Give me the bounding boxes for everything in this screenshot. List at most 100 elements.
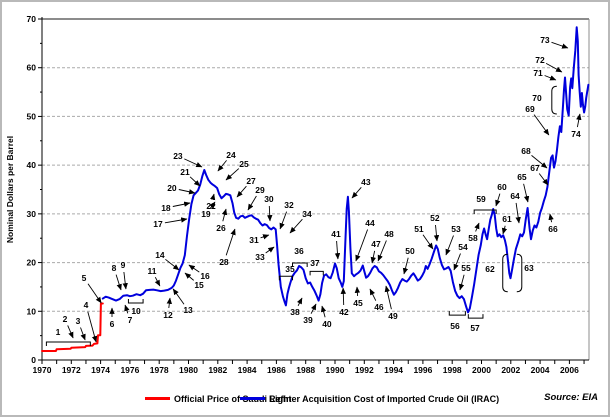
legend-label-irac: Refiner Acquisition Cost of Imported Cru… bbox=[269, 394, 500, 404]
annotation-number: 20 bbox=[167, 183, 177, 193]
annotation-arrow bbox=[458, 274, 465, 291]
annotation-number: 46 bbox=[374, 302, 384, 312]
y-axis-title: Nominal Dollars per Barrel bbox=[5, 136, 15, 243]
y-tick-label: 60 bbox=[27, 63, 37, 73]
x-tick-label: 2000 bbox=[472, 365, 491, 375]
annotation-number: 63 bbox=[524, 263, 534, 273]
annotation-bracket bbox=[516, 253, 523, 293]
annotation-bracket bbox=[278, 275, 294, 281]
annotation-number: 44 bbox=[365, 218, 375, 228]
x-tick-label: 1986 bbox=[267, 365, 286, 375]
annotation-number: 29 bbox=[255, 185, 265, 195]
annotation-number: 57 bbox=[470, 323, 480, 333]
x-tick-label: 1998 bbox=[443, 365, 462, 375]
annotation-bracket bbox=[309, 270, 324, 276]
annotation-arrow bbox=[453, 253, 461, 271]
annotation-arrow bbox=[523, 183, 530, 203]
annotation-arrow bbox=[260, 234, 270, 240]
annotation-bracket bbox=[473, 209, 497, 214]
x-tick-label: 1976 bbox=[120, 365, 139, 375]
annotation-arrow bbox=[184, 158, 203, 168]
annotation-arrow bbox=[67, 325, 74, 339]
annotation-number: 71 bbox=[533, 68, 543, 78]
annotation-arrow bbox=[355, 229, 369, 262]
annotation-arrow bbox=[289, 218, 303, 234]
annotation-number: 33 bbox=[255, 252, 265, 262]
annotation-number: 41 bbox=[331, 229, 341, 239]
annotation-number: 43 bbox=[361, 177, 371, 187]
annotation-arrow bbox=[87, 283, 102, 304]
annotation-arrow bbox=[402, 257, 409, 275]
annotation-arrow bbox=[172, 288, 185, 305]
annotation-arrow bbox=[551, 41, 569, 49]
annotation-number: 47 bbox=[371, 239, 381, 249]
annotation-bracket bbox=[551, 85, 557, 115]
annotation-number: 35 bbox=[285, 264, 295, 274]
annotation-arrow bbox=[178, 189, 196, 195]
annotation-number: 48 bbox=[384, 229, 394, 239]
annotation-number: 17 bbox=[153, 219, 163, 229]
annotation-number: 69 bbox=[525, 104, 535, 114]
annotation-number: 58 bbox=[468, 233, 478, 243]
x-tick-label: 1990 bbox=[326, 365, 345, 375]
annotation-arrow bbox=[209, 193, 216, 201]
annotation-arrow bbox=[265, 246, 275, 254]
annotation-number: 72 bbox=[535, 55, 545, 65]
annotation-number: 30 bbox=[264, 194, 274, 204]
annotation-number: 60 bbox=[497, 182, 507, 192]
annotation-arrow bbox=[188, 264, 200, 273]
annotation-arrow bbox=[154, 276, 161, 287]
annotation-number: 54 bbox=[458, 242, 468, 252]
annotation-number: 67 bbox=[530, 163, 540, 173]
annotation-arrow bbox=[354, 286, 361, 297]
annotation-arrow bbox=[384, 285, 392, 310]
annotation-number: 12 bbox=[163, 310, 173, 320]
annotation-number: 53 bbox=[451, 224, 461, 234]
annotation-arrow bbox=[209, 201, 216, 209]
saudi-light-series-line bbox=[41, 302, 104, 352]
annotation-number: 52 bbox=[430, 213, 440, 223]
annotation-arrow bbox=[576, 113, 582, 128]
y-tick-label: 0 bbox=[31, 355, 36, 365]
annotation-arrow bbox=[474, 222, 480, 232]
x-tick-label: 1970 bbox=[33, 365, 52, 375]
annotation-number: 51 bbox=[414, 224, 424, 234]
annotation-arrow bbox=[369, 288, 377, 301]
y-tick-label: 20 bbox=[27, 258, 37, 268]
annotation-arrow bbox=[340, 287, 347, 306]
annotation-arrow bbox=[236, 185, 247, 198]
annotation-arrow bbox=[247, 195, 257, 211]
annotation-arrow bbox=[334, 240, 341, 260]
annotation-number: 11 bbox=[148, 266, 157, 276]
annotation-arrow bbox=[370, 250, 376, 264]
annotation-arrow bbox=[538, 173, 549, 186]
annotation-number: 70 bbox=[532, 93, 542, 103]
annotation-number: 73 bbox=[540, 35, 550, 45]
annotation-arrow bbox=[225, 228, 236, 256]
annotation-number: 59 bbox=[476, 194, 486, 204]
annotation-number: 8 bbox=[112, 263, 117, 273]
annotation-arrow bbox=[351, 187, 362, 199]
x-tick-label: 2002 bbox=[501, 365, 520, 375]
x-tick-label: 2006 bbox=[560, 365, 579, 375]
annotation-arrow bbox=[501, 225, 508, 235]
x-tick-label: 1996 bbox=[413, 365, 432, 375]
annotation-number: 56 bbox=[450, 321, 460, 331]
annotation-number: 34 bbox=[302, 209, 312, 219]
annotation-bracket bbox=[502, 253, 508, 293]
annotation-arrow bbox=[165, 258, 180, 271]
annotation-bracket bbox=[467, 314, 484, 319]
annotation-number: 66 bbox=[548, 224, 558, 234]
annotation-arrow bbox=[320, 305, 327, 318]
oil-price-chart: 0 10 20 30 40 50 60 70 1970 1972 1974 1976 1978 1980 1… bbox=[2, 2, 608, 388]
annotation-arrow bbox=[515, 202, 521, 224]
annotation-number: 62 bbox=[485, 264, 495, 274]
annotation-number: 1 bbox=[56, 327, 61, 337]
annotation-number: 6 bbox=[110, 319, 115, 329]
annotation-arrow bbox=[225, 168, 240, 181]
annotation-arrow bbox=[189, 176, 201, 187]
annotation-number: 42 bbox=[339, 307, 349, 317]
y-tick-label: 40 bbox=[27, 160, 37, 170]
annotation-arrow bbox=[544, 75, 557, 81]
annotation-arrow bbox=[221, 208, 228, 222]
